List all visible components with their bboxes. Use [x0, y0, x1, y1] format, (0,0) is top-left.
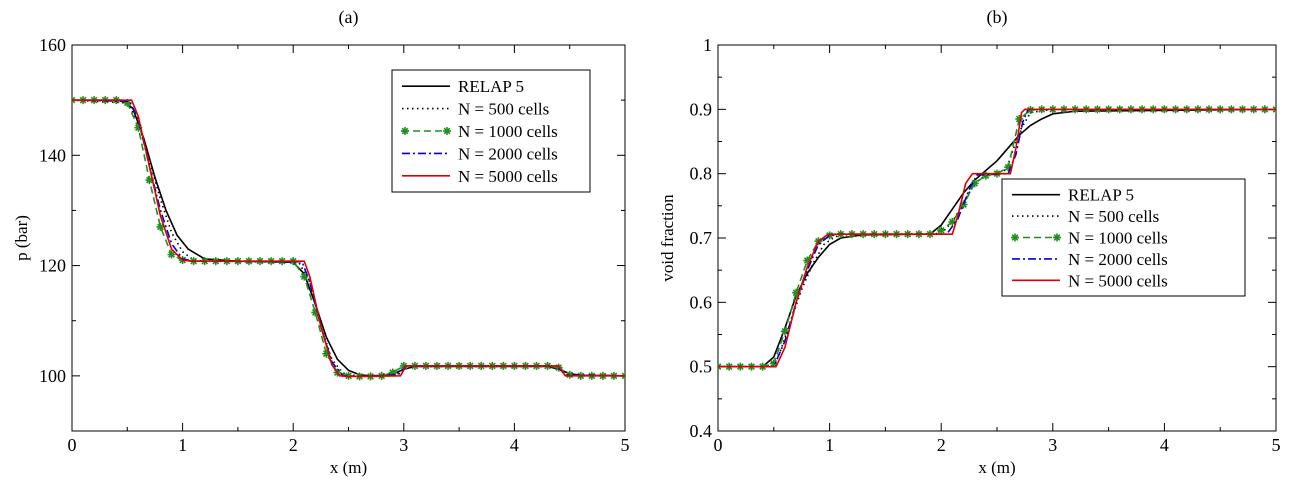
x-axis-label: x (m)	[330, 458, 367, 477]
y-tick-label: 0.5	[690, 357, 713, 377]
x-tick-label: 1	[178, 435, 187, 455]
x-tick-label: 4	[510, 435, 519, 455]
legend-label: RELAP 5	[1068, 186, 1134, 205]
series-point	[937, 226, 946, 235]
series-point	[981, 171, 990, 180]
series-line-4	[72, 99, 625, 378]
panel-b: 0 1 2 3 4 5 0.4 0.5 0.6 0.7 0.8 0.9 1 (b) x (m) void fr…	[658, 7, 1281, 477]
y-tick-label: 160	[39, 35, 66, 55]
panel-a: 0 1 2 3 4 5 100 120 140 160 (a) x (m) p (bar) RELAP 5…	[12, 7, 630, 477]
legend-label: N = 1000 cells	[1068, 229, 1168, 248]
y-tick-label: 0.8	[690, 164, 713, 184]
legend-label: N = 2000 cells	[1068, 250, 1168, 269]
series-point	[167, 250, 176, 259]
x-tick-label: 1	[825, 435, 834, 455]
legend-label: N = 2000 cells	[458, 144, 558, 163]
legend-label: N = 500 cells	[458, 100, 549, 119]
y-tick-label: 120	[39, 256, 66, 276]
series-line-4	[718, 108, 1276, 368]
y-tick-label: 140	[39, 145, 66, 165]
panel-title: (b)	[987, 7, 1008, 28]
x-tick-label: 5	[621, 435, 630, 455]
x-tick-label: 2	[937, 435, 946, 455]
x-tick-label: 4	[1160, 435, 1169, 455]
legend-label: N = 500 cells	[1068, 207, 1159, 226]
y-axis-label: void fraction	[658, 194, 677, 282]
legend-label: N = 5000 cells	[458, 167, 558, 186]
y-tick-label: 0.9	[690, 99, 713, 119]
legend-marker	[401, 127, 409, 135]
x-tick-label: 3	[1048, 435, 1057, 455]
series-line-2	[718, 108, 1276, 368]
legend-box	[1001, 178, 1246, 297]
x-tick-label: 0	[714, 435, 723, 455]
y-tick-label: 0.6	[690, 292, 713, 312]
legend-label: RELAP 5	[458, 77, 524, 96]
x-tick-label: 3	[399, 435, 408, 455]
y-tick-label: 0.4	[690, 421, 713, 441]
legend-marker	[1011, 233, 1019, 242]
legend-marker	[443, 127, 451, 135]
series-point	[769, 359, 778, 368]
y-axis-label: p (bar)	[12, 215, 31, 261]
legend-marker	[1053, 233, 1061, 242]
legend-label: N = 5000 cells	[1068, 271, 1168, 290]
series-point	[948, 217, 957, 226]
x-tick-label: 0	[68, 435, 77, 455]
y-tick-label: 0.7	[690, 228, 713, 248]
x-axis-label: x (m)	[978, 458, 1015, 477]
x-tick-label: 2	[289, 435, 298, 455]
legend-label: N = 1000 cells	[458, 122, 558, 141]
y-tick-label: 100	[39, 366, 66, 386]
series-point	[156, 222, 165, 231]
y-tick-label: 1	[703, 35, 712, 55]
panel-title: (a)	[339, 7, 359, 28]
x-tick-label: 5	[1272, 435, 1281, 455]
